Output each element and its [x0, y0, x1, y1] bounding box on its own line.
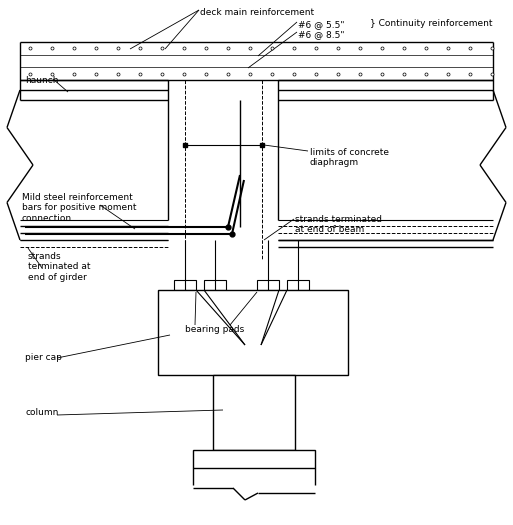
Text: haunch: haunch	[25, 76, 58, 85]
Text: deck main reinforcement: deck main reinforcement	[200, 8, 314, 17]
Text: column: column	[25, 408, 58, 417]
Text: strands
terminated at
end of girder: strands terminated at end of girder	[28, 252, 90, 282]
Bar	[204, 280, 226, 290]
Text: Mild steel reinforcement
bars for positive moment
connection: Mild steel reinforcement bars for positi…	[22, 193, 136, 223]
Text: strands terminated
at end of beam: strands terminated at end of beam	[295, 215, 382, 234]
Text: #6 @ 5.5": #6 @ 5.5"	[298, 20, 345, 29]
Text: #6 @ 8.5": #6 @ 8.5"	[298, 30, 345, 39]
Bar	[158, 290, 348, 375]
Text: bearing pads: bearing pads	[185, 325, 245, 334]
Text: } Continuity reinforcement: } Continuity reinforcement	[370, 18, 492, 27]
Bar	[193, 450, 315, 468]
Text: pier cap: pier cap	[25, 353, 62, 362]
Bar	[287, 280, 309, 290]
Text: limits of concrete
diaphragm: limits of concrete diaphragm	[310, 148, 389, 167]
Bar	[213, 375, 295, 450]
Bar	[174, 280, 196, 290]
Bar	[257, 280, 279, 290]
